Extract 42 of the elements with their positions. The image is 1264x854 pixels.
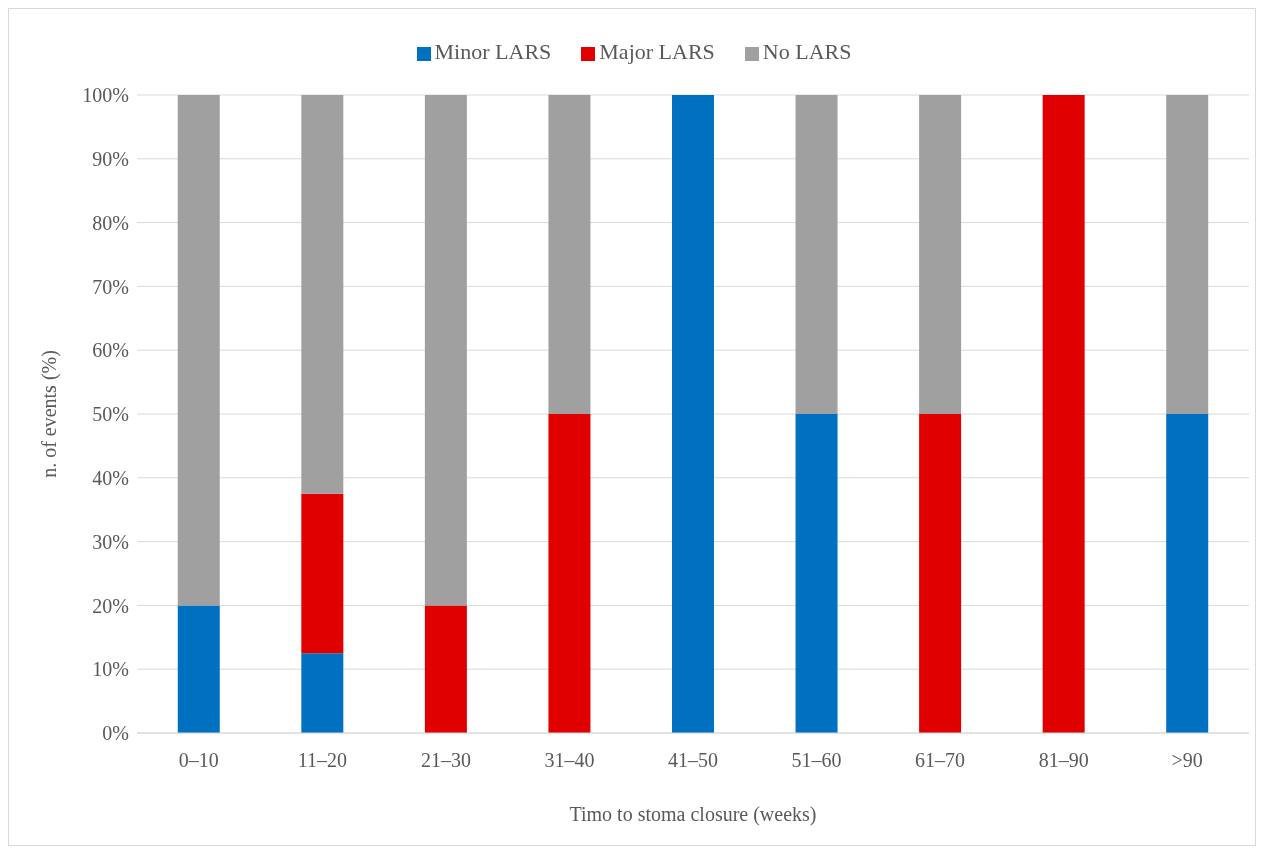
y-tick-label: 10% [92,658,129,681]
bar [919,95,962,414]
x-tick-label: 21–30 [420,749,471,772]
bar [301,95,344,494]
x-tick-label: 41–50 [668,749,718,772]
y-tick-label: 50% [92,403,129,426]
x-tick-label: 0–10 [178,749,219,772]
y-tick-label: 60% [92,339,129,362]
y-tick-label: 0% [102,722,129,745]
bar [424,605,467,733]
x-tick-label: 81–90 [1038,749,1089,772]
x-tick-label: 31–40 [544,749,595,772]
bar [548,95,591,414]
x-tick-label: 11–20 [297,749,347,772]
bar [1166,414,1209,733]
bar [795,414,838,733]
bar [548,414,591,733]
legend-label: No LARS [762,39,852,64]
bar [919,414,962,733]
y-tick-label: 100% [82,84,129,107]
bar [177,95,220,606]
bar [301,493,344,654]
bar [301,653,344,733]
x-axis-title: Timo to stoma closure (weeks) [569,803,817,826]
y-tick-label: 90% [92,147,129,170]
bar [672,95,714,733]
y-tick-label: 30% [92,530,129,553]
bar [795,95,838,414]
bar [424,95,467,606]
legend-label: Minor LARS [434,39,552,64]
bar [1166,95,1209,414]
y-tick-label: 80% [92,211,129,234]
y-tick-label: 20% [92,594,129,617]
legend-label: Major LARS [599,39,715,64]
x-tick-label: 61–70 [915,749,966,772]
bar [1042,95,1085,733]
bar [177,605,220,733]
y-axis-title: n. of events (%) [38,350,62,478]
y-tick-label: 40% [92,466,129,489]
y-tick-label: 70% [92,275,129,298]
x-tick-label: 51–60 [791,749,842,772]
x-tick-label: >90 [1171,749,1203,772]
